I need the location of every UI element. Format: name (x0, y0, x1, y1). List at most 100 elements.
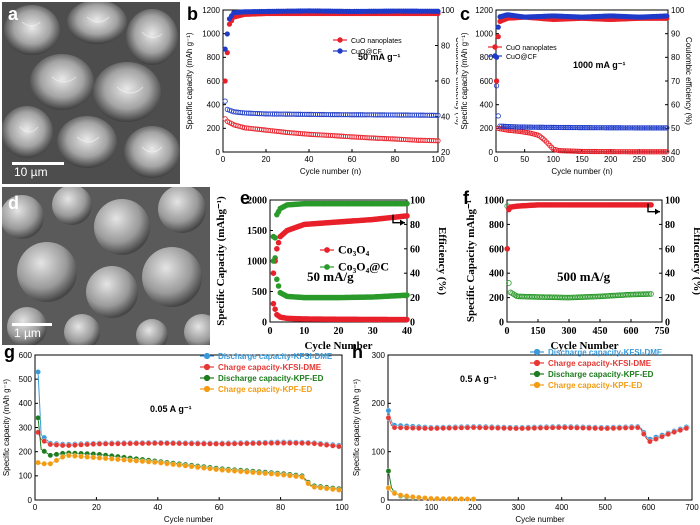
y-axis-label-c: Specific capacity (mAh g⁻¹) (460, 32, 469, 129)
x-tick-label-h: 100 (425, 503, 439, 512)
data-point-g-3 (78, 453, 84, 460)
data-point-f-0 (648, 291, 654, 297)
data-point-c-0 (581, 148, 587, 155)
y-tick-label-c: 400 (480, 100, 494, 109)
data-point-g-1 (127, 440, 133, 447)
data-point-b-3 (222, 46, 228, 52)
data-point-c-1 (545, 124, 551, 130)
legend-label-c: CuO nanoplates (506, 45, 557, 52)
data-point-g-1 (194, 440, 201, 447)
data-point-g-3 (188, 463, 195, 470)
data-point-e-2 (404, 213, 410, 219)
data-point-c-1 (550, 124, 556, 130)
data-point-c-1 (507, 124, 513, 130)
data-point-c-1 (493, 83, 500, 89)
data-point-c-1 (655, 125, 661, 131)
x-axis-label-g: Cycle number (164, 515, 214, 524)
data-point-h-1 (410, 425, 416, 431)
legend-marker-h (533, 359, 541, 367)
x-tick-label-c: 50 (520, 155, 529, 164)
x-tick-label-e: 0 (268, 326, 273, 337)
data-point-c-0 (662, 149, 668, 155)
data-point-h-1 (580, 425, 586, 431)
data-point-c-1 (609, 125, 615, 131)
data-point-c-1 (502, 123, 508, 130)
legend-marker-b (337, 37, 343, 43)
data-point-h-3 (464, 496, 471, 502)
data-point-g-3 (280, 472, 287, 478)
data-point-g-3 (151, 459, 158, 466)
data-point-g-1 (72, 442, 78, 448)
data-point-c-2 (495, 34, 501, 40)
data-point-g-3 (201, 465, 207, 471)
x-tick-label-f: 750 (655, 326, 670, 337)
y-tick-label-h: 200 (372, 399, 386, 408)
data-point-h-1 (671, 429, 677, 435)
y-tick-label-f: 1000 (484, 196, 504, 207)
data-point-g-3 (121, 457, 127, 463)
y-axis-label-b: Specific capacity (mAh g⁻¹) (185, 32, 194, 129)
x-tick-label-c: 250 (633, 155, 647, 164)
panel-letter-g: g (4, 342, 15, 362)
data-point-c-0 (655, 149, 661, 155)
data-point-c-1 (653, 125, 660, 131)
data-point-h-1 (616, 425, 623, 431)
data-point-c-1 (509, 124, 515, 130)
y-tick-label-g: 200 (19, 447, 33, 456)
x-tick-label-h: 200 (468, 503, 482, 512)
data-point-c-0 (626, 149, 632, 155)
y-axis-label-e: Specific Capacity (mAhg⁻¹) (215, 196, 227, 326)
data-point-g-1 (158, 440, 164, 446)
chart-f: 0 150 300 450 600 750020040060080010000204060… (465, 196, 700, 353)
data-point-c-2 (493, 78, 500, 84)
data-point-h-3 (385, 485, 392, 491)
data-point-h-1 (422, 425, 428, 432)
data-point-c-1 (530, 124, 536, 130)
y-tick-label-c: 600 (480, 77, 494, 86)
data-point-c-0 (557, 148, 563, 154)
panel-letter-h: h (352, 342, 363, 362)
data-point-c-1 (585, 125, 591, 131)
y2-tick-label-e: 100 (410, 196, 425, 207)
legend-label-b: CuO@CF (351, 49, 382, 56)
data-point-g-3 (299, 474, 305, 480)
x-tick-label-c: 0 (494, 155, 499, 164)
sem-image-a (2, 2, 180, 184)
data-point-c-0 (597, 148, 603, 155)
data-point-g-3 (41, 461, 47, 467)
plot-frame-b (222, 9, 439, 153)
data-point-g-3 (244, 469, 250, 475)
x-tick-label-h: 400 (555, 503, 569, 512)
data-point-c-1 (543, 124, 550, 130)
data-point-g-3 (72, 453, 78, 459)
x-tick-label-e: 40 (402, 326, 412, 337)
data-point-c-0 (604, 149, 610, 155)
x-tick-label-h: 700 (685, 503, 699, 512)
data-point-c-0 (616, 149, 622, 155)
data-point-c-0 (573, 148, 579, 154)
x-tick-label-b: 40 (305, 155, 314, 164)
data-point-c-1 (660, 125, 667, 131)
data-point-c-1 (604, 125, 610, 131)
x-axis-label-b: Cycle number (n) (300, 167, 362, 176)
data-point-c-0 (622, 149, 629, 155)
data-point-c-0 (624, 149, 630, 155)
data-point-h-3 (410, 494, 416, 500)
chart-g: 0 20 40 60 80 100 0 100 200 300 400 500 600 Cycle num… (2, 351, 349, 524)
data-point-g-1 (317, 441, 324, 448)
data-point-b-3 (224, 31, 230, 37)
data-point-c-0 (664, 149, 670, 155)
data-point-c-1 (526, 124, 532, 130)
legend-marker-h (533, 381, 541, 389)
data-point-c-1 (622, 125, 629, 131)
data-point-c-1 (617, 125, 624, 131)
x-tick-label-g: 100 (335, 503, 349, 512)
data-point-h-3 (391, 490, 398, 497)
y2-tick-label-f: 40 (665, 269, 675, 280)
data-point-g-1 (244, 440, 250, 447)
data-point-c-0 (628, 149, 634, 155)
y2-axis-label-c: Coulombic efficiency (%) (684, 37, 693, 125)
y2-tick-label-c: 40 (671, 148, 680, 157)
data-point-g-3 (330, 486, 336, 492)
y2-tick-label-c: 90 (671, 29, 680, 38)
